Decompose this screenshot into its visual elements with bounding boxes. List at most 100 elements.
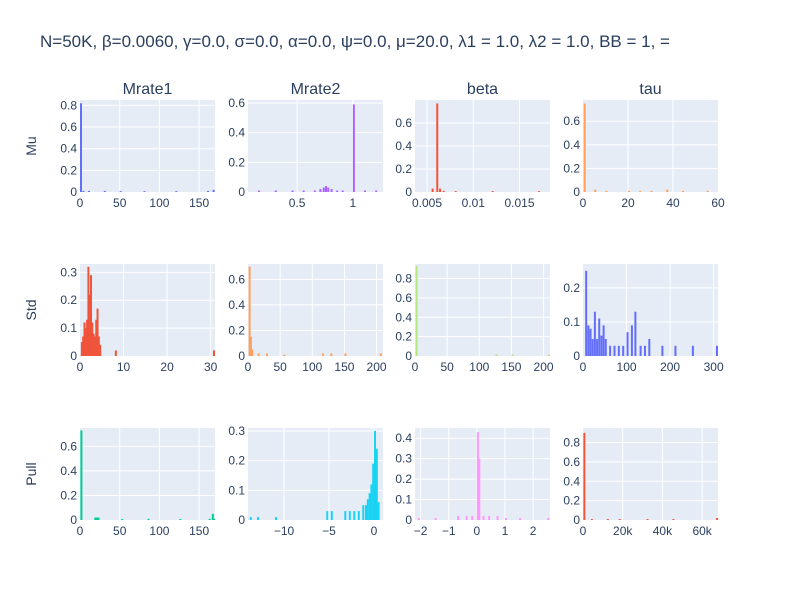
x-tick-label: 100 [149,196,169,210]
histogram-bar [213,518,215,520]
y-tick-label: 0.4 [395,139,412,153]
histogram-bar [661,345,664,356]
histogram-bar [648,338,651,356]
histogram-bar [213,350,215,356]
x-tick-label: 0.015 [504,196,534,210]
x-tick-label: 50 [440,360,454,374]
histogram-bar [519,517,522,520]
histogram-bar [505,517,507,520]
y-tick-label: 0.4 [60,142,77,156]
x-tick-label: 150 [501,360,521,374]
x-tick-label: 1 [350,196,357,210]
histogram-bar [274,190,277,192]
histogram-bar [341,190,344,192]
histogram-bar [375,190,378,192]
histogram-bar [634,311,637,356]
y-tick-label: 0.2 [60,488,77,502]
histogram-bar [91,322,94,356]
histogram-bar [114,350,117,356]
y-tick-label: 0.3 [228,424,245,438]
histogram-bar [87,266,90,356]
plot-area [583,428,718,520]
y-tick-label: 0 [405,185,412,199]
y-tick-label: 0.2 [395,472,412,486]
histogram-bar [352,104,355,192]
histogram-bar [211,513,214,520]
x-tick-label: 100 [302,360,322,374]
histogram-bar [96,308,99,356]
x-tick-label: 100 [617,360,637,374]
histogram-bar [370,484,373,520]
histogram-bar [95,517,98,520]
histogram-bar [313,190,316,192]
histogram-bar [488,515,491,520]
histogram-bar [482,515,485,520]
histogram-bar [257,353,260,356]
x-tick-label: 0.005 [412,196,442,210]
histogram-bar [674,345,677,356]
x-tick-label: 150 [189,196,209,210]
x-tick-label: 50 [273,360,287,374]
y-tick-label: 0.2 [563,281,580,295]
histogram-bar [283,354,286,356]
histogram-bar [415,265,418,356]
y-tick-label: 0.6 [60,439,77,453]
histogram-bar [266,353,268,356]
x-tick-label: 0 [77,196,84,210]
histogram-bar [99,344,102,356]
x-tick-label: 2 [530,524,537,538]
histogram-bar [439,188,442,192]
histogram-bar [82,336,85,356]
y-tick-label: 0 [573,513,580,527]
x-tick-label: 20 [160,360,174,374]
y-tick-label: 0 [70,349,77,363]
histogram-bar [207,190,210,192]
y-tick-label: 0.2 [60,163,77,177]
histogram-bar [583,432,586,520]
y-tick-label: 0.6 [395,291,412,305]
histogram-bar [88,294,91,356]
histogram-bar [353,511,356,520]
x-tick-label: −10 [274,524,295,538]
y-tick-label: 0 [405,513,412,527]
x-tick-label: −1 [442,524,456,538]
histogram-bar [496,515,499,520]
y-tick-label: 0.4 [563,138,580,152]
y-tick-label: 0.2 [228,155,245,169]
histogram-bar [344,511,347,520]
histogram-bar [362,505,365,520]
histogram-bar [364,190,367,192]
histogram-bar [372,463,375,520]
y-tick-label: 0.8 [395,272,412,286]
histogram-bar [706,190,709,192]
histogram-bar [322,187,325,192]
histogram-bar [600,335,603,356]
histogram-bar [330,511,333,520]
histogram-bar [302,190,305,192]
histogram-bar [97,517,100,520]
histogram-bar [93,336,96,356]
histogram-bar [275,517,277,520]
x-tick-label: 0 [371,524,378,538]
histogram-bar [377,502,380,520]
histogram-bar [119,191,122,192]
histogram-bar [478,458,481,520]
y-tick-label: 0 [238,513,245,527]
x-tick-label: 200 [367,360,387,374]
y-tick-label: 0.2 [563,494,580,508]
x-tick-label: 200 [534,360,554,374]
histogram-bar [121,519,124,520]
histogram-bar [330,189,333,192]
x-tick-label: 10 [117,360,131,374]
histogram-bar [618,519,621,520]
histogram-bar [594,189,597,192]
histogram-bar [650,190,653,192]
histogram-bar [609,345,612,356]
x-tick-label: 150 [334,360,354,374]
x-tick-label: 0 [77,360,84,374]
histogram-bar [326,511,329,520]
histogram-bar [593,311,596,356]
y-tick-label: 0 [573,349,580,363]
histogram-bar [208,518,211,520]
